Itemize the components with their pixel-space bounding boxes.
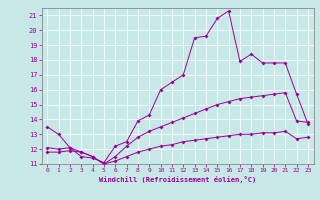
X-axis label: Windchill (Refroidissement éolien,°C): Windchill (Refroidissement éolien,°C) — [99, 176, 256, 183]
